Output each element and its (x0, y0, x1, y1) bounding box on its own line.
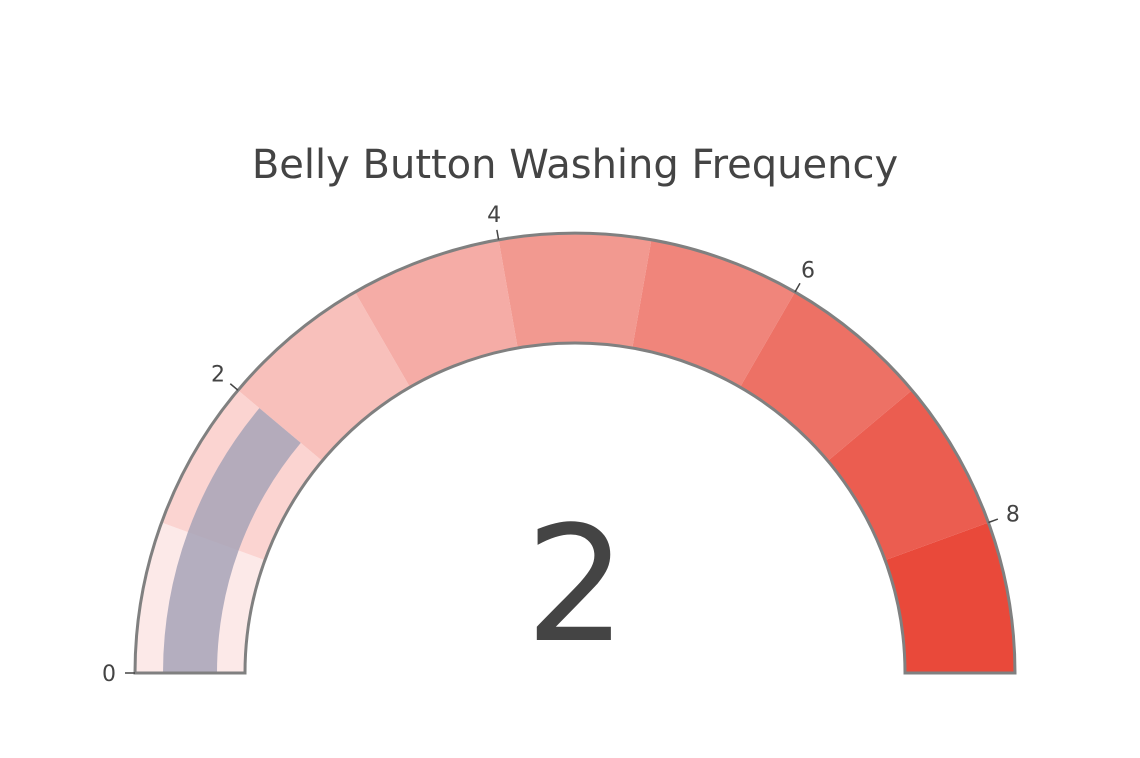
tick-mark-8 (988, 518, 999, 524)
gauge-value-bar (163, 408, 301, 673)
tick-label-8: 8 (1006, 503, 1020, 528)
tick-label-6: 6 (801, 258, 815, 283)
gauge-value-number: 2 (525, 491, 627, 678)
gauge-step-7 (827, 390, 989, 561)
gauge-step-8 (885, 522, 1015, 673)
gauge-border (133, 231, 1017, 675)
gauge-step-3 (355, 239, 518, 388)
gauge-step-5 (632, 239, 795, 388)
gauge-step-6 (740, 291, 913, 461)
gauge-step-2 (237, 291, 410, 461)
chart-title: Belly Button Washing Frequency (252, 142, 898, 188)
tick-mark-2 (229, 383, 239, 391)
gauge-outline (133, 231, 1017, 675)
tick-label-4: 4 (487, 203, 501, 228)
gauge-step-4 (498, 233, 652, 349)
tick-mark-6 (794, 282, 801, 293)
tick-label-0: 0 (102, 662, 116, 687)
gauge-value-bar-group (163, 408, 301, 673)
tick-mark-4 (496, 229, 500, 240)
gauge-ticks: 0 2 4 6 8 (102, 203, 1020, 687)
tick-label-2: 2 (211, 362, 225, 387)
